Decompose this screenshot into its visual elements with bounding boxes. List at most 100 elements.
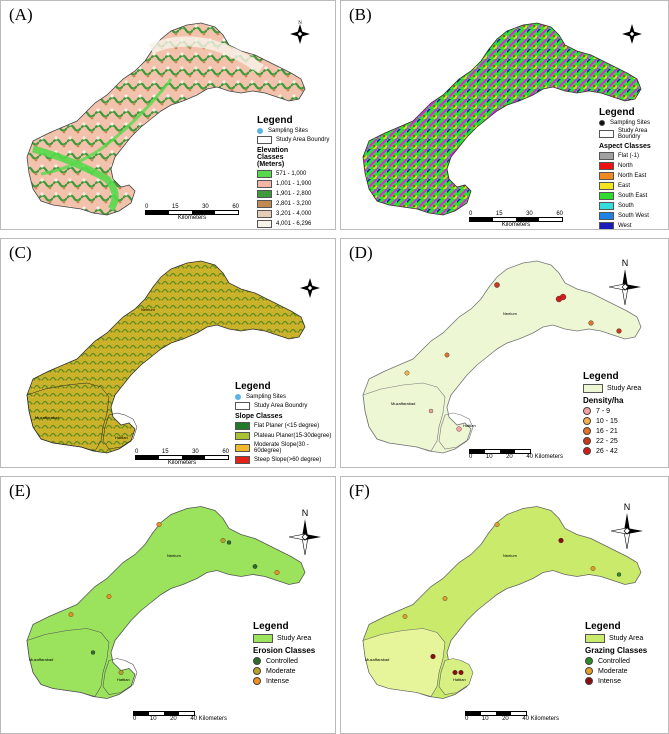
legend-class-item: 16 - 21 [583,427,667,435]
legend-class-item: 571 - 1,000 [257,170,335,178]
district-label-neelum: Neelum [141,307,155,312]
legend-item-boundary: Study Area Boundry [257,136,335,144]
class-swatch-icon [257,190,272,198]
class-swatch-icon [257,220,272,228]
scale-tick-label: 15 [161,449,169,455]
class-swatch-icon [257,200,272,208]
legend-classes: Flat Planer (<15 degree) Plateau Planer(1… [235,422,335,464]
scale-tick-label: 10 [481,716,489,722]
panel-label: (E) [9,481,31,500]
legend-title: Legend [253,621,289,632]
legend-class-label: 1,901 - 2,800 [276,191,312,197]
scale-bar: 0 15 30 60 Kilometers [145,204,239,221]
scale-tick-label: 30 [202,204,209,210]
class-swatch-icon [599,192,614,200]
scale-tick-label: 15 [171,204,179,210]
scale-tick-label: 0 [469,454,473,460]
legend-class-item: 3,201 - 4,000 [257,210,335,218]
district-label-hattian: Hattian [463,423,476,428]
legend-class-item: Moderate [585,667,668,675]
boundary-swatch-icon [599,130,614,138]
scale-tick-label: 10 [485,454,493,460]
legend-item-sites: Sampling Sites [599,120,668,126]
legend-class-label: Moderate [266,667,296,675]
class-dot-icon [253,657,261,665]
legend-class-label: West [618,223,632,229]
boundary-swatch-icon [257,136,272,144]
north-letter: N [622,258,629,268]
erosion-map [26,506,306,699]
panel-label: (B) [349,5,372,24]
scale-tick-label: 20 [506,454,513,460]
class-dot-icon [583,417,591,425]
legend-title: Legend [585,621,621,632]
density-map [362,260,642,454]
class-swatch-icon [235,444,250,452]
scale-ticks: 0 15 30 60 [135,449,229,455]
legend-class-item: 10 - 15 [583,417,667,425]
class-dot-icon [585,657,593,665]
legend-class-label: South West [618,213,649,219]
legend-class-label: Controlled [266,657,298,665]
legend-class-item: Flat Planer (<15 degree) [235,422,335,430]
district-label-neelum: Neelum [503,553,517,558]
scale-unit: Kilometers [501,222,531,228]
district-label-muzaffarabad: Muzaffarabad [29,657,54,662]
north-arrow-icon: N [610,502,643,550]
map-panel-slope: (C) Muzaffarabad Neelum Hattian Legend S… [0,238,336,468]
legend-class-item: South [599,202,668,210]
legend-class-item: Moderate Slope(30 - 60degree) [235,442,335,454]
legend-class-label: 2,801 - 3,200 [276,201,312,207]
scale-tick-label: 40 Kilometers [190,716,227,722]
site-dot-icon [599,120,605,126]
district-label-neelum: Neelum [503,311,517,316]
legend-class-item: South East [599,192,668,200]
scale-tick-label: 0 [469,211,473,217]
legend-class-item: Steep Slope(>60 degree) [235,456,335,464]
legend-class-title: Elevation Classes (Meters) [257,147,289,168]
panel-label: (F) [349,481,370,500]
district-label-hattian: Hattian [115,435,128,440]
class-swatch-icon [599,222,614,229]
class-swatch-icon [235,432,250,440]
study-area-swatch-icon [585,634,605,643]
scale-tick-label: 60 [222,449,229,455]
legend-class-item: North East [599,172,668,180]
legend-classes: 571 - 1,000 1,001 - 1,900 1,901 - 2,800 2,8… [257,170,335,228]
scale-bar: 0 15 30 60 Kilometers [135,449,229,466]
legend-class-item: Plateau Planer(15-30degree) [235,432,335,440]
legend-class-label: 4,001 - 6,296 [276,221,312,227]
panel-label: (C) [9,243,32,262]
legend-class-item: 4,001 - 6,296 [257,220,335,228]
class-swatch-icon [599,152,614,160]
legend: Legend Sampling Sites Study Area Boundry… [235,381,335,464]
class-swatch-icon [257,210,272,218]
scale-bar: 0 15 30 60 Kilometers [469,211,563,228]
map-panel-grazing: (F) Neelum Muzaffarabad Hattian N Legend… [340,476,669,734]
legend-class-item: 1,901 - 2,800 [257,190,335,198]
legend-classes: Controlled Moderate Intense [585,657,668,685]
scale-ticks: 0 10 20 40 Kilometers [469,454,563,460]
legend-title: Legend [235,381,271,392]
scale-tick-label: 0 [135,449,139,455]
legend-class-item: Intense [253,677,335,685]
legend-classes: Controlled Moderate Intense [253,657,335,685]
legend-class-label: East [618,183,631,189]
legend-class-item: Intense [585,677,668,685]
district-label-neelum: Neelum [167,553,181,558]
legend-class-label: North [618,163,633,169]
legend-class-label: Moderate [598,667,628,675]
legend-class-title: Slope Classes [235,413,283,420]
legend-class-item: 1,001 - 1,900 [257,180,335,188]
legend-class-item: North [599,162,668,170]
scale-tick-label: 60 [232,204,239,210]
legend-class-title: Erosion Classes [253,646,316,655]
scale-ticks: 0 10 20 40 Kilometers [465,716,559,722]
scale-ticks: 0 15 30 60 [145,204,239,210]
legend-title: Legend [583,371,619,382]
boundary-swatch-icon [235,402,250,410]
legend-item-study-area: Study Area [583,384,667,393]
scale-tick-label: 20 [170,716,177,722]
map-panel-density: (D) Neelum Muzaffarabad Hattian N Legend… [340,238,669,468]
legend-class-label: 22 - 25 [596,437,618,445]
